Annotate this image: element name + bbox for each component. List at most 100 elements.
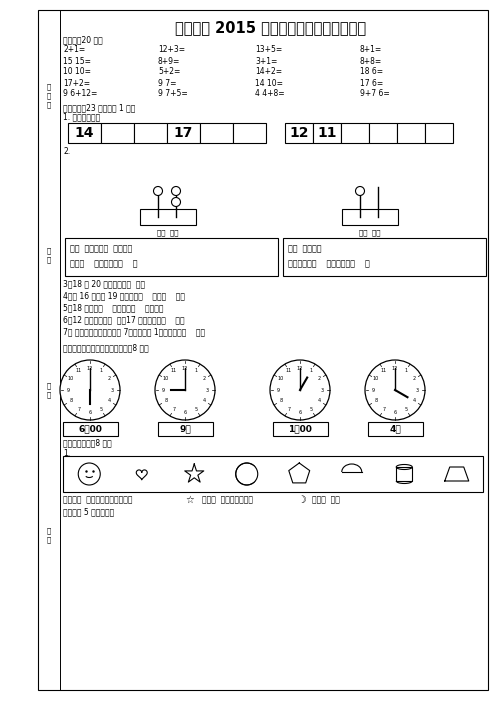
Text: 3+1=: 3+1= xyxy=(255,56,277,65)
Text: 11: 11 xyxy=(317,126,337,140)
Bar xyxy=(273,422,328,436)
Circle shape xyxy=(172,187,181,195)
Bar xyxy=(63,422,118,436)
Bar xyxy=(341,123,369,143)
Text: 15 15=: 15 15= xyxy=(63,56,91,65)
Text: 5: 5 xyxy=(194,406,197,411)
Text: 18 6=: 18 6= xyxy=(360,67,383,77)
Text: 5: 5 xyxy=(310,406,312,411)
Text: 十位  个位: 十位 个位 xyxy=(359,230,381,237)
Bar xyxy=(283,238,486,276)
Text: 9: 9 xyxy=(276,388,280,392)
Circle shape xyxy=(236,463,258,485)
Text: 11: 11 xyxy=(286,369,292,373)
Text: 2: 2 xyxy=(317,376,320,381)
Circle shape xyxy=(153,187,163,195)
Text: 有（  ）个十和（  ）个一的: 有（ ）个十和（ ）个一的 xyxy=(70,244,132,253)
Text: 17 6=: 17 6= xyxy=(360,79,383,88)
Text: 3、18 和 20 中间的数是（  ）。: 3、18 和 20 中间的数是（ ）。 xyxy=(63,279,145,289)
Text: 7: 7 xyxy=(382,406,385,411)
Text: 2: 2 xyxy=(413,376,416,381)
Text: 5、18 里面有（    ）个十，（    ）个一。: 5、18 里面有（ ）个十，（ ）个一。 xyxy=(63,303,164,312)
Bar xyxy=(396,467,412,481)
Text: 2: 2 xyxy=(108,376,111,381)
Text: 1.: 1. xyxy=(63,449,70,458)
Text: 6: 6 xyxy=(393,409,397,414)
Text: 姓
名: 姓 名 xyxy=(47,247,51,263)
Text: 10: 10 xyxy=(278,376,284,381)
Circle shape xyxy=(270,360,330,420)
Text: 9: 9 xyxy=(66,388,69,392)
Circle shape xyxy=(60,360,120,420)
Text: ☆: ☆ xyxy=(185,495,193,505)
Text: 7: 7 xyxy=(77,406,80,411)
Text: 十位  个位: 十位 个位 xyxy=(157,230,179,237)
Bar xyxy=(425,123,453,143)
Bar xyxy=(65,238,278,276)
Text: 8+8=: 8+8= xyxy=(360,56,382,65)
Circle shape xyxy=(356,187,365,195)
Bar xyxy=(68,123,101,143)
Bar xyxy=(369,123,397,143)
Text: 1: 1 xyxy=(404,369,408,373)
Text: 3: 3 xyxy=(111,388,114,392)
Text: 5: 5 xyxy=(99,406,103,411)
Text: 10: 10 xyxy=(373,376,379,381)
Text: 8: 8 xyxy=(279,399,283,404)
Bar xyxy=(63,456,483,492)
Text: 3: 3 xyxy=(320,388,323,392)
Text: 6: 6 xyxy=(299,409,302,414)
Text: 1. 按规律填数。: 1. 按规律填数。 xyxy=(63,112,100,121)
Text: 2: 2 xyxy=(202,376,206,381)
Text: 4: 4 xyxy=(202,399,206,404)
Text: 口算。（20 分）: 口算。（20 分） xyxy=(63,36,103,44)
Text: 10: 10 xyxy=(68,376,74,381)
Text: 17: 17 xyxy=(174,126,193,140)
Text: 10 10=: 10 10= xyxy=(63,67,91,77)
Text: 5: 5 xyxy=(404,406,408,411)
Text: 4、比 16 大、比 19 小的数是（    ）和（    ）。: 4、比 16 大、比 19 小的数是（ ）和（ ）。 xyxy=(63,291,185,300)
Text: 学
校: 学 校 xyxy=(47,527,51,543)
Bar xyxy=(134,123,167,143)
Text: 9 7+5=: 9 7+5= xyxy=(158,89,188,98)
Text: 6：00: 6：00 xyxy=(78,425,102,434)
Bar xyxy=(233,123,266,143)
Bar xyxy=(397,123,425,143)
Text: 把右边的 5 个圈起来。: 把右边的 5 个圈起来。 xyxy=(63,508,114,517)
Text: 12: 12 xyxy=(297,366,303,371)
Text: 14: 14 xyxy=(75,126,94,140)
Text: 8+9=: 8+9= xyxy=(158,56,181,65)
Circle shape xyxy=(78,463,100,485)
Text: ☽: ☽ xyxy=(298,495,306,505)
Text: 1：00: 1：00 xyxy=(288,425,312,434)
Text: 4 4+8=: 4 4+8= xyxy=(255,89,285,98)
Text: 14+2=: 14+2= xyxy=(255,67,282,77)
Text: 7: 7 xyxy=(173,406,176,411)
Text: 10: 10 xyxy=(163,376,169,381)
Text: 11: 11 xyxy=(171,369,177,373)
Text: 8: 8 xyxy=(374,399,377,404)
Text: 1: 1 xyxy=(310,369,312,373)
Bar xyxy=(285,123,313,143)
Text: 13+5=: 13+5= xyxy=(255,46,282,55)
Text: 9 7=: 9 7= xyxy=(158,79,177,88)
Bar xyxy=(200,123,233,143)
Text: 3: 3 xyxy=(416,388,419,392)
Text: 9+7 6=: 9+7 6= xyxy=(360,89,390,98)
Text: 三、写出下面各钟面上的时间。（8 分）: 三、写出下面各钟面上的时间。（8 分） xyxy=(63,343,149,352)
Text: 4: 4 xyxy=(317,399,320,404)
Bar xyxy=(140,209,196,225)
Text: 9时: 9时 xyxy=(179,425,191,434)
Text: 排第（  ）。: 排第（ ）。 xyxy=(312,496,340,505)
Text: 14 10=: 14 10= xyxy=(255,79,283,88)
Text: 6: 6 xyxy=(88,409,92,414)
Text: 2+1=: 2+1= xyxy=(63,46,85,55)
Text: 班
别: 班 别 xyxy=(47,382,51,398)
Text: 8: 8 xyxy=(69,399,72,404)
Bar xyxy=(167,123,200,143)
Text: 9 6+12=: 9 6+12= xyxy=(63,89,97,98)
Text: 4: 4 xyxy=(413,399,416,404)
Text: 是：（    ），读作：（    ）: 是：（ ），读作：（ ） xyxy=(70,260,137,268)
Bar xyxy=(158,422,213,436)
Text: 12: 12 xyxy=(87,366,93,371)
